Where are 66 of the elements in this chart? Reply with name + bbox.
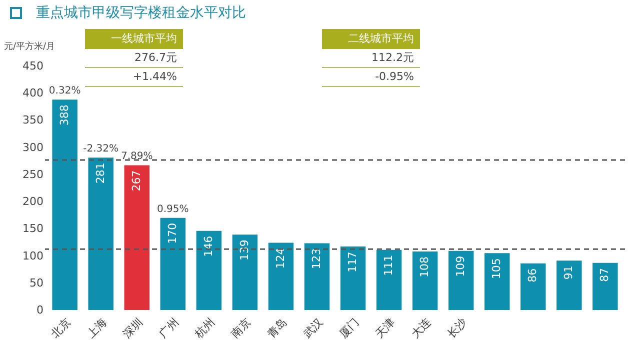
y-tick-label: 300 xyxy=(22,140,44,154)
data-label: 139 xyxy=(238,240,251,261)
data-label: 267 xyxy=(130,170,143,192)
text: 一线城市平均 xyxy=(85,29,183,49)
y-tick-label: 50 xyxy=(30,276,44,290)
y-tick-label: 0 xyxy=(36,304,44,316)
text: 二线城市平均 xyxy=(322,29,420,49)
bar xyxy=(232,234,258,310)
bar xyxy=(304,243,330,310)
x-tick-label: 上海 xyxy=(84,316,110,341)
data-label: 87 xyxy=(598,268,612,282)
y-tick-label: 150 xyxy=(22,222,44,236)
bar xyxy=(556,260,582,310)
data-label: 170 xyxy=(166,222,179,244)
data-label: 117 xyxy=(346,252,360,273)
y-tick-label: 450 xyxy=(22,60,44,72)
data-label: 86 xyxy=(526,268,540,282)
bar xyxy=(88,158,114,310)
annotation: +1.44% xyxy=(85,68,183,87)
annotation: -0.95% xyxy=(322,68,420,87)
x-tick-label: 厦门 xyxy=(336,316,362,341)
data-label: 109 xyxy=(454,256,468,277)
bar xyxy=(520,263,546,310)
annotation: -2.32% xyxy=(83,144,119,155)
y-tick-label: 200 xyxy=(22,195,44,208)
data-label: 124 xyxy=(274,248,287,269)
data-label: 105 xyxy=(490,258,504,280)
annotation: 0.95% xyxy=(157,204,189,215)
y-axis-title: 元/平方米/月 xyxy=(4,40,56,53)
bar xyxy=(52,100,78,310)
bar xyxy=(412,251,438,310)
data-label: 111 xyxy=(382,254,396,276)
data-label: 91 xyxy=(562,266,576,280)
y-tick-label: 250 xyxy=(22,168,44,181)
data-label: 388 xyxy=(58,104,71,126)
x-tick-label: 北京 xyxy=(48,316,74,341)
bar xyxy=(268,242,294,310)
annotation: 0.32% xyxy=(48,86,81,97)
x-tick-label: 杭州 xyxy=(192,316,218,342)
bar xyxy=(124,165,150,310)
data-label: 281 xyxy=(94,162,107,184)
x-tick-label: 天津 xyxy=(372,316,398,341)
bar xyxy=(196,230,222,310)
x-tick-label: 南京 xyxy=(228,316,254,341)
chart-title: 重点城市甲级写字楼租金水平对比 xyxy=(36,4,246,22)
x-tick-label: 长沙 xyxy=(444,316,470,341)
bar xyxy=(592,262,618,310)
annotation: 7.89% xyxy=(120,151,153,162)
bar xyxy=(160,218,186,310)
bar xyxy=(448,250,474,310)
y-tick-label: 100 xyxy=(22,249,44,262)
bar xyxy=(340,246,366,310)
x-tick-label: 深圳 xyxy=(120,316,146,341)
x-tick-label: 大连 xyxy=(408,316,434,341)
x-tick-label: 武汉 xyxy=(300,316,326,341)
bar xyxy=(376,250,402,310)
data-label: 123 xyxy=(310,248,323,270)
bar xyxy=(484,253,510,310)
y-tick-label: 350 xyxy=(22,114,44,127)
data-label: 146 xyxy=(202,236,215,257)
text: 112.2元 xyxy=(322,49,420,68)
data-label: 108 xyxy=(418,256,432,278)
y-tick-label: 400 xyxy=(22,86,44,100)
text: 276.7元 xyxy=(85,49,183,68)
x-tick-label: 广州 xyxy=(156,316,182,341)
x-tick-label: 青岛 xyxy=(264,316,290,341)
